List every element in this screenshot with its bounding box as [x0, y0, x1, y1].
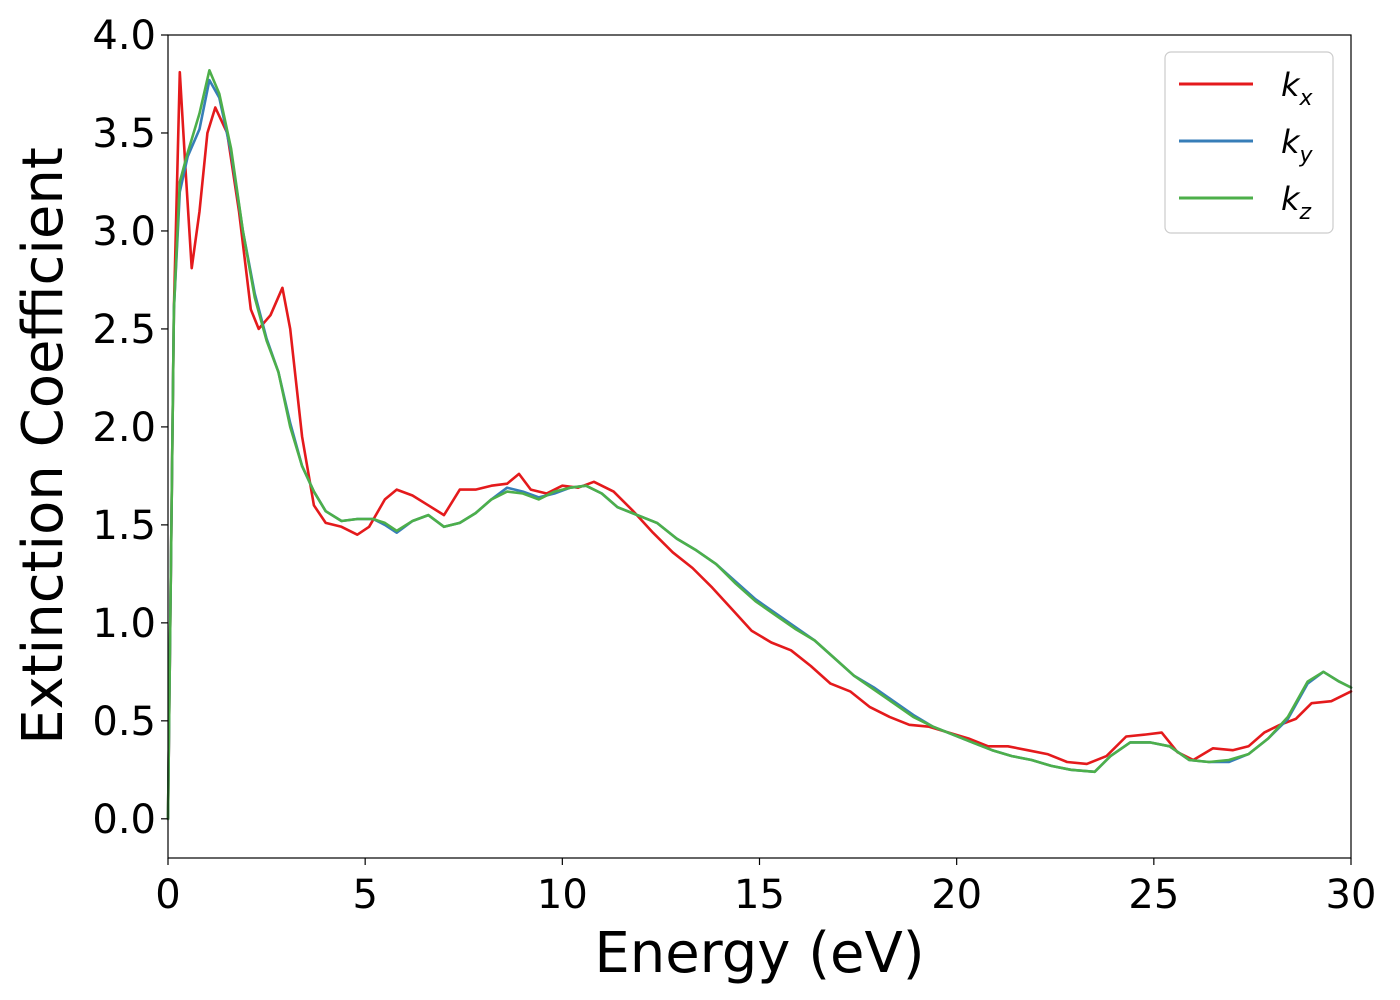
x-axis: 0 5 10 15 20 25 30 [155, 858, 1376, 918]
legend-label-z: kz [1281, 180, 1312, 225]
y-tick-label: 4.0 [92, 13, 156, 59]
legend-label-base: k [1281, 180, 1301, 218]
y-tick-label: 3.0 [92, 209, 156, 255]
y-tick-label: 0.5 [92, 699, 156, 745]
y-tick-label: 2.5 [92, 307, 156, 353]
y-tick-label: 2.0 [92, 405, 156, 451]
x-tick-label: 25 [1128, 872, 1179, 918]
y-tick-label: 0.0 [92, 797, 156, 843]
x-tick-label: 15 [734, 872, 785, 918]
y-axis-label: Extinction Coefficient [11, 147, 76, 745]
y-tick-label: 1.0 [92, 601, 156, 647]
legend-label-base: k [1281, 66, 1301, 104]
x-tick-label: 20 [931, 872, 982, 918]
legend-label-subscript: y [1299, 143, 1314, 168]
series-line-z [166, 69, 1353, 821]
x-tick-label: 10 [537, 872, 588, 918]
series-line-x [166, 70, 1353, 821]
legend-label-y: ky [1281, 123, 1314, 168]
y-axis: 0.0 0.5 1.0 1.5 2.0 2.5 3.0 3.5 4.0 [92, 13, 168, 843]
legend-label-subscript: z [1299, 200, 1312, 225]
y-tick-label: 1.5 [92, 503, 156, 549]
x-tick-label: 5 [352, 872, 377, 918]
x-axis-label: Energy (eV) [594, 921, 924, 986]
y-tick-label: 3.5 [92, 111, 156, 157]
legend-label-x: kx [1281, 66, 1314, 111]
series-layer [166, 69, 1353, 821]
x-tick-label: 0 [155, 872, 180, 918]
legend-label-subscript: x [1299, 86, 1314, 111]
legend-label-base: k [1281, 123, 1301, 161]
x-tick-label: 30 [1326, 872, 1377, 918]
